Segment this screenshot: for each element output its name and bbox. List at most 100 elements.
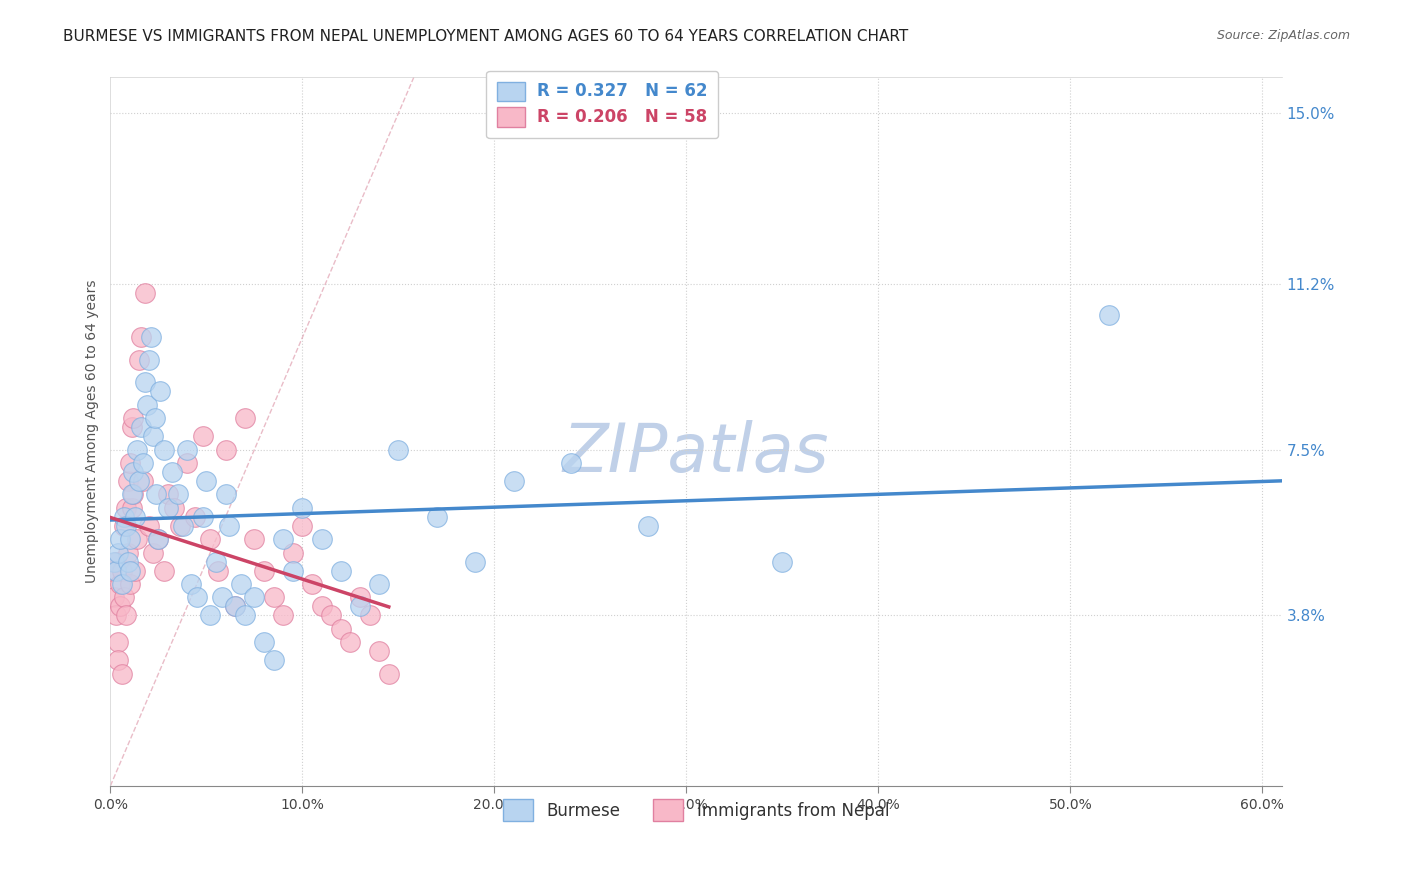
Point <box>253 564 276 578</box>
Point <box>211 591 233 605</box>
Text: Source: ZipAtlas.com: Source: ZipAtlas.com <box>1216 29 1350 42</box>
Point <box>180 577 202 591</box>
Point <box>426 509 449 524</box>
Point <box>329 564 352 578</box>
Y-axis label: Unemployment Among Ages 60 to 64 years: Unemployment Among Ages 60 to 64 years <box>86 280 100 583</box>
Point <box>129 330 152 344</box>
Point <box>311 599 333 614</box>
Point <box>271 608 294 623</box>
Point <box>339 635 361 649</box>
Point <box>214 487 236 501</box>
Point <box>172 518 194 533</box>
Point <box>243 591 266 605</box>
Point <box>200 608 222 623</box>
Point <box>148 532 170 546</box>
Point <box>464 555 486 569</box>
Point <box>122 487 145 501</box>
Point <box>169 518 191 533</box>
Point <box>148 532 170 546</box>
Point <box>134 285 156 300</box>
Point <box>138 518 160 533</box>
Point <box>153 564 176 578</box>
Point <box>107 546 129 560</box>
Point <box>142 429 165 443</box>
Point <box>329 622 352 636</box>
Point <box>291 518 314 533</box>
Legend: Burmese, Immigrants from Nepal: Burmese, Immigrants from Nepal <box>489 786 903 834</box>
Point <box>349 599 371 614</box>
Point <box>253 635 276 649</box>
Point <box>243 532 266 546</box>
Point <box>263 591 285 605</box>
Point <box>637 518 659 533</box>
Point <box>121 500 143 515</box>
Point <box>359 608 381 623</box>
Point <box>142 546 165 560</box>
Point <box>205 555 228 569</box>
Point <box>311 532 333 546</box>
Point <box>117 474 139 488</box>
Point <box>122 411 145 425</box>
Point <box>128 352 150 367</box>
Point <box>121 487 143 501</box>
Point <box>135 398 157 412</box>
Point <box>127 442 149 457</box>
Point <box>145 487 167 501</box>
Point <box>127 532 149 546</box>
Point <box>103 555 125 569</box>
Point <box>117 555 139 569</box>
Point <box>118 577 141 591</box>
Point <box>770 555 793 569</box>
Point <box>118 456 141 470</box>
Point <box>111 666 134 681</box>
Point <box>321 608 343 623</box>
Point <box>105 555 128 569</box>
Point <box>143 411 166 425</box>
Point <box>176 456 198 470</box>
Point <box>121 420 143 434</box>
Point <box>101 564 124 578</box>
Point <box>186 591 208 605</box>
Point <box>118 564 141 578</box>
Point <box>163 500 186 515</box>
Point <box>132 474 155 488</box>
Point <box>166 487 188 501</box>
Point <box>122 465 145 479</box>
Point <box>111 577 134 591</box>
Point <box>129 420 152 434</box>
Point <box>108 599 131 614</box>
Point <box>233 411 256 425</box>
Point <box>218 518 240 533</box>
Point <box>112 518 135 533</box>
Point <box>156 487 179 501</box>
Point <box>229 577 252 591</box>
Point <box>263 653 285 667</box>
Point <box>138 352 160 367</box>
Point <box>502 474 524 488</box>
Point <box>134 376 156 390</box>
Point <box>105 564 128 578</box>
Point <box>105 608 128 623</box>
Point <box>108 532 131 546</box>
Point <box>111 564 134 578</box>
Point <box>368 644 391 658</box>
Point <box>1098 308 1121 322</box>
Point <box>124 509 146 524</box>
Text: BURMESE VS IMMIGRANTS FROM NEPAL UNEMPLOYMENT AMONG AGES 60 TO 64 YEARS CORRELAT: BURMESE VS IMMIGRANTS FROM NEPAL UNEMPLO… <box>63 29 908 44</box>
Point <box>233 608 256 623</box>
Point <box>114 608 136 623</box>
Point <box>132 456 155 470</box>
Point <box>160 465 183 479</box>
Point <box>301 577 323 591</box>
Point <box>191 509 214 524</box>
Point <box>128 474 150 488</box>
Point <box>176 442 198 457</box>
Point <box>103 591 125 605</box>
Point <box>149 384 172 399</box>
Point <box>224 599 246 614</box>
Point <box>195 474 218 488</box>
Point <box>114 518 136 533</box>
Point <box>107 635 129 649</box>
Point <box>271 532 294 546</box>
Point <box>156 500 179 515</box>
